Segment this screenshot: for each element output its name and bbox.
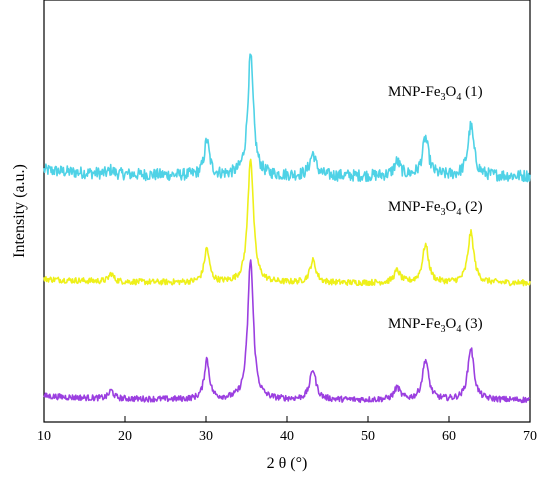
x-tick-label: 40 — [280, 429, 294, 444]
series-layer — [43, 53, 531, 404]
series-label-part: MNP-Fe — [388, 199, 441, 215]
x-tick-label: 70 — [523, 429, 537, 444]
x-tick-label: 60 — [442, 429, 456, 444]
x-tick-label: 50 — [361, 429, 375, 444]
series-label-part: (1) — [461, 84, 482, 100]
series-line-3 — [43, 259, 531, 404]
series-label-part: O — [446, 316, 457, 332]
x-tick-label: 20 — [118, 429, 132, 444]
series-label-part: 3 — [441, 92, 446, 103]
x-tick-label: 10 — [37, 429, 51, 444]
x-axis: 10 20 30 40 50 60 70 — [37, 416, 537, 444]
series-label-part: (3) — [461, 316, 482, 332]
series-label-part: 4 — [456, 207, 461, 218]
y-axis-title: Intensity (a.u.) — [11, 164, 28, 258]
series-label-part: 4 — [456, 324, 461, 335]
series-label-part: 4 — [456, 92, 461, 103]
series-line-2 — [43, 158, 531, 287]
series-label-part: (2) — [461, 199, 482, 215]
series-labels: MNP-Fe3O4 (1)MNP-Fe3O4 (2)MNP-Fe3O4 (3) — [388, 84, 483, 335]
series-label-part: O — [446, 84, 457, 100]
series-label-part: MNP-Fe — [388, 84, 441, 100]
series-label-2: MNP-Fe3O4 (2) — [388, 199, 483, 218]
series-label-3: MNP-Fe3O4 (3) — [388, 316, 483, 335]
series-label-1: MNP-Fe3O4 (1) — [388, 84, 483, 103]
series-label-part: O — [446, 199, 457, 215]
x-axis-title: 2 θ (°) — [267, 455, 308, 472]
series-label-part: 3 — [441, 324, 446, 335]
series-label-part: 3 — [441, 207, 446, 218]
x-tick-label: 30 — [199, 429, 213, 444]
series-line-1 — [43, 53, 531, 183]
series-label-part: MNP-Fe — [388, 316, 441, 332]
